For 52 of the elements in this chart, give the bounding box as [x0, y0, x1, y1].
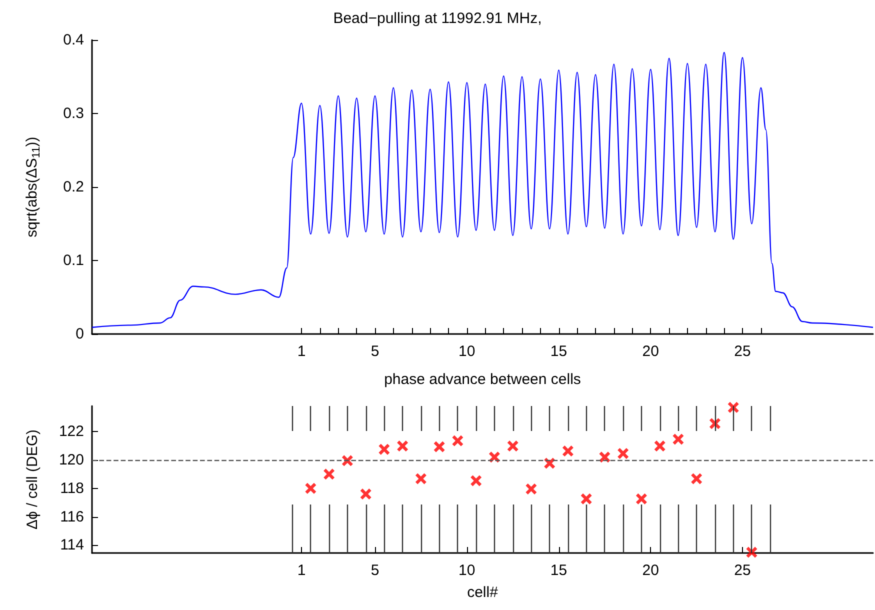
point: [562, 446, 574, 457]
y-tick-label: 114: [60, 536, 84, 554]
point: [636, 493, 647, 504]
y-tick-label: 0.4: [63, 32, 84, 48]
point: [746, 546, 758, 558]
x-tick-label: 25: [734, 562, 751, 579]
point: [654, 440, 666, 452]
x-tick-label: 25: [734, 343, 751, 360]
point: [672, 434, 684, 445]
chart-title: Bead−pulling at 11992.91 MHz,: [333, 10, 542, 27]
y-tick-label: 0.2: [63, 178, 84, 196]
point: [599, 452, 610, 463]
x-tick-label: 20: [642, 562, 659, 579]
x-tick-label: 5: [370, 343, 380, 360]
point: [470, 475, 482, 486]
point: [305, 482, 316, 494]
y-axis-title: Δϕ / cell (DEG): [24, 429, 41, 530]
point: [452, 435, 464, 446]
point: [618, 448, 629, 459]
point: [507, 440, 518, 452]
point: [360, 488, 372, 500]
y-tick-label: 116: [60, 508, 84, 526]
point: [415, 473, 426, 484]
point: [342, 455, 353, 466]
point: [728, 402, 739, 413]
line-series: [91, 52, 874, 328]
point: [434, 441, 445, 452]
y-tick-label: 122: [58, 423, 84, 440]
y-tick-label: 0: [76, 326, 84, 342]
y-tick-label: 120: [58, 451, 84, 468]
x-axis-title: cell#: [467, 584, 499, 601]
x-tick-label: 1: [297, 343, 306, 360]
point: [691, 473, 702, 484]
point: [526, 483, 537, 494]
y-tick-label: 0.3: [63, 105, 84, 122]
x-tick-label: 10: [458, 562, 476, 579]
x-tick-label: 20: [642, 343, 659, 360]
point: [324, 468, 335, 480]
x-tick-label: 15: [550, 343, 568, 360]
point: [544, 458, 556, 469]
x-axis-title: phase advance between cells: [384, 371, 581, 388]
point: [397, 440, 408, 452]
point: [709, 418, 720, 430]
y-tick-label: 118: [60, 480, 84, 497]
point: [580, 493, 592, 504]
point: [378, 444, 390, 455]
x-tick-label: 15: [550, 562, 568, 579]
y-axis-title: sqrt(abs(ΔS11)): [24, 136, 42, 238]
x-tick-label: 10: [458, 343, 476, 360]
y-tick-label: 0.1: [63, 252, 84, 269]
x-tick-label: 1: [297, 562, 306, 579]
x-tick-label: 5: [370, 562, 380, 579]
